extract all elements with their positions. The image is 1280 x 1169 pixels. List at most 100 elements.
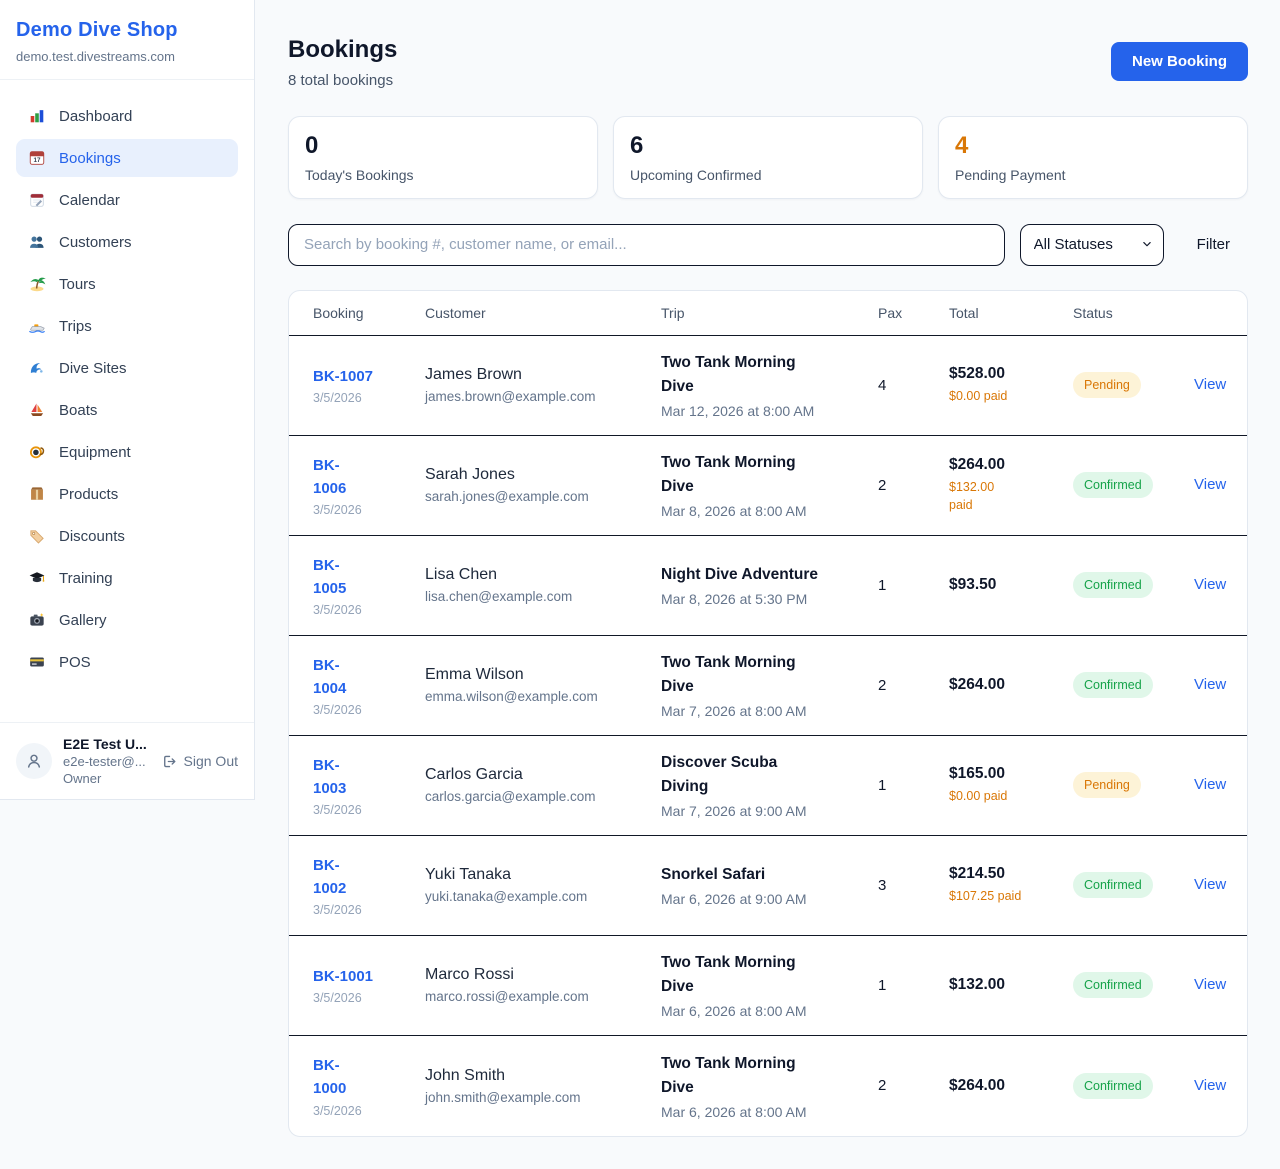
sidebar-item-label: POS — [59, 653, 91, 671]
trip-name: Two Tank Morning Dive — [661, 654, 796, 696]
sidebar-nav: Dashboard 17 Bookings Calendar Customers Tour… — [0, 80, 254, 702]
booking-date: 3/5/2026 — [313, 803, 362, 818]
view-link[interactable]: View — [1194, 576, 1227, 594]
total-amount: $165.00 — [949, 764, 1006, 782]
pos-icon — [28, 653, 46, 671]
sidebar: Demo Dive Shop demo.test.divestreams.com… — [0, 0, 255, 800]
sidebar-item-training[interactable]: Training — [16, 559, 238, 597]
total-amount: $264.00 — [949, 455, 1006, 473]
customer-cell: John Smith john.smith@example.com — [425, 1067, 661, 1105]
column-header-booking: Booking — [313, 304, 364, 321]
stat-label: Today's Bookings — [305, 166, 414, 183]
search-input[interactable] — [288, 223, 1005, 266]
sidebar-item-discounts[interactable]: Discounts — [16, 517, 238, 555]
view-link[interactable]: View — [1194, 976, 1227, 994]
customer-cell: James Brown james.brown@example.com — [425, 366, 661, 404]
stat-card-upcoming-confirmed: 6 Upcoming Confirmed — [613, 116, 923, 199]
sidebar-item-label: Dashboard — [59, 107, 133, 125]
total-amount: $132.00 — [949, 976, 1006, 994]
stat-value: 6 — [630, 132, 644, 159]
sidebar-item-calendar[interactable]: Calendar — [16, 181, 238, 219]
total-amount: $264.00 — [949, 676, 1006, 694]
booking-cell: BK-1001 3/5/2026 — [313, 965, 425, 1005]
sign-out-button[interactable]: Sign Out — [161, 753, 238, 770]
page-subtitle: 8 total bookings — [288, 72, 394, 89]
dashboard-icon — [28, 107, 46, 125]
sidebar-item-equipment[interactable]: Equipment — [16, 433, 238, 471]
customers-icon — [28, 233, 46, 251]
paid-amount: $132.00 paid — [949, 479, 995, 513]
booking-id-link[interactable]: BK- 1000 — [313, 1057, 347, 1098]
pax-value: 2 — [878, 1077, 887, 1095]
total-amount: $264.00 — [949, 1076, 1006, 1094]
status-filter-select[interactable]: All Statuses — [1019, 223, 1164, 266]
customer-name: Sarah Jones — [425, 466, 515, 484]
status-cell: Pending — [1073, 372, 1194, 399]
view-link[interactable]: View — [1194, 676, 1227, 694]
view-link[interactable]: View — [1194, 776, 1227, 794]
trip-name: Discover Scuba Diving — [661, 754, 778, 796]
trip-cell: Two Tank Morning Dive Mar 6, 2026 at 8:00… — [661, 1052, 878, 1120]
filter-button[interactable]: Filter — [1196, 236, 1230, 254]
sidebar-item-pos[interactable]: POS — [16, 643, 238, 681]
booking-cell: BK- 1000 3/5/2026 — [313, 1054, 425, 1118]
booking-date: 3/5/2026 — [313, 503, 362, 518]
sidebar-item-customers[interactable]: Customers — [16, 223, 238, 261]
main-content: Bookings 8 total bookings New Booking 0 T… — [255, 0, 1280, 1169]
booking-id-link[interactable]: BK- 1002 — [313, 856, 347, 897]
sidebar-item-boats[interactable]: Boats — [16, 391, 238, 429]
trip-name: Snorkel Safari — [661, 866, 766, 884]
table-row: BK-1007 3/5/2026 James Brown james.brown@ex… — [289, 336, 1247, 436]
status-badge: Pending — [1073, 772, 1141, 799]
total-amount: $93.50 — [949, 576, 997, 594]
total-amount: $528.00 — [949, 364, 1006, 382]
customer-email: lisa.chen@example.com — [425, 589, 573, 605]
trip-name: Two Tank Morning Dive — [661, 954, 796, 996]
view-link[interactable]: View — [1194, 376, 1227, 394]
trip-cell: Two Tank Morning Dive Mar 12, 2026 at 8:0… — [661, 351, 878, 419]
booking-id-link[interactable]: BK- 1004 — [313, 656, 347, 697]
sidebar-item-bookings[interactable]: 17 Bookings — [16, 139, 238, 177]
column-header-status: Status — [1073, 304, 1113, 321]
status-cell: Confirmed — [1073, 972, 1194, 999]
user-info: E2E Test U... e2e-tester@... Owner — [63, 736, 147, 786]
booking-cell: BK- 1006 3/5/2026 — [313, 454, 425, 518]
customer-name: Carlos Garcia — [425, 766, 523, 784]
sidebar-item-label: Bookings — [59, 149, 121, 167]
stat-label: Pending Payment — [955, 166, 1066, 183]
customer-email: yuki.tanaka@example.com — [425, 889, 588, 905]
customer-name: James Brown — [425, 366, 522, 384]
status-badge: Confirmed — [1073, 1072, 1153, 1099]
sidebar-item-gallery[interactable]: Gallery — [16, 601, 238, 639]
view-cell: View — [1194, 876, 1226, 894]
trip-datetime: Mar 8, 2026 at 5:30 PM — [661, 591, 808, 608]
trip-cell: Night Dive Adventure Mar 8, 2026 at 5:30 … — [661, 563, 878, 607]
sidebar-item-dive-sites[interactable]: Dive Sites — [16, 349, 238, 387]
view-link[interactable]: View — [1194, 1076, 1227, 1094]
trip-name: Two Tank Morning Dive — [661, 454, 796, 496]
sidebar-item-label: Tours — [59, 275, 96, 293]
view-link[interactable]: View — [1194, 876, 1227, 894]
customer-email: john.smith@example.com — [425, 1089, 581, 1105]
booking-id-link[interactable]: BK- 1006 — [313, 456, 347, 497]
booking-id-link[interactable]: BK- 1005 — [313, 556, 347, 597]
view-cell: View — [1194, 676, 1226, 694]
booking-id-link[interactable]: BK-1007 — [313, 368, 374, 386]
booking-date: 3/5/2026 — [313, 991, 362, 1006]
status-badge: Pending — [1073, 372, 1141, 399]
sidebar-item-dashboard[interactable]: Dashboard — [16, 97, 238, 135]
booking-id-link[interactable]: BK- 1003 — [313, 756, 347, 797]
sidebar-item-products[interactable]: Products — [16, 475, 238, 513]
customer-name: Emma Wilson — [425, 666, 524, 684]
brand-name: Demo Dive Shop — [16, 19, 178, 41]
new-booking-button[interactable]: New Booking — [1110, 42, 1248, 81]
status-badge: Confirmed — [1073, 572, 1153, 599]
customer-cell: Yuki Tanaka yuki.tanaka@example.com — [425, 866, 661, 904]
sidebar-item-trips[interactable]: Trips — [16, 307, 238, 345]
view-link[interactable]: View — [1194, 476, 1227, 494]
sidebar-item-tours[interactable]: Tours — [16, 265, 238, 303]
sidebar-item-label: Boats — [59, 401, 98, 419]
booking-id-link[interactable]: BK-1001 — [313, 968, 374, 986]
avatar — [16, 743, 52, 779]
booking-cell: BK- 1003 3/5/2026 — [313, 754, 425, 818]
